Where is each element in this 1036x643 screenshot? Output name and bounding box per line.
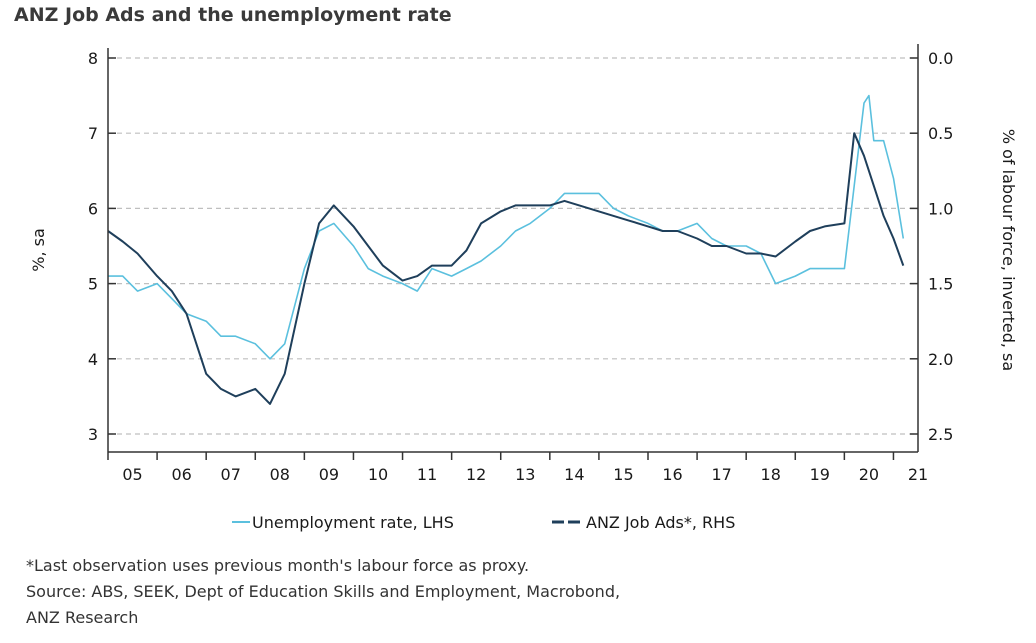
y-right-tick-label: 0.0 — [928, 49, 953, 68]
footnote-source-cont: ANZ Research — [26, 608, 139, 627]
x-tick-label: 12 — [466, 465, 486, 484]
y-left-tick-label: 8 — [88, 49, 98, 68]
x-tick-label: 10 — [368, 465, 388, 484]
y-right-tick-label: 2.5 — [928, 425, 953, 444]
y-left-tick-label: 7 — [88, 124, 98, 143]
x-tick-label: 19 — [810, 465, 830, 484]
x-tick-label: 08 — [270, 465, 290, 484]
y-right-tick-label: 1.5 — [928, 275, 953, 294]
x-tick-label: 16 — [662, 465, 682, 484]
chart-title: ANZ Job Ads and the unemployment rate — [14, 4, 452, 26]
y-left-tick-label: 6 — [88, 199, 98, 218]
series-line-unemployment — [108, 94, 905, 360]
x-tick-label: 20 — [859, 465, 879, 484]
series-layer — [107, 94, 905, 405]
x-tick-label: 11 — [417, 465, 437, 484]
y-left-tick-label: 4 — [88, 350, 98, 369]
x-tick-label: 05 — [122, 465, 142, 484]
axes-layer — [107, 44, 919, 460]
x-tick-label: 17 — [711, 465, 731, 484]
footnote-proxy: *Last observation uses previous month's … — [26, 556, 530, 575]
x-tick-label: 14 — [564, 465, 584, 484]
grid-layer — [108, 57, 918, 435]
labels-layer: 3 4 5 6 7 8 0.0 0.5 1.0 1.5 2.0 2.5 05 06 07 08 09 10 11 12… — [88, 49, 954, 484]
x-tick-label: 15 — [613, 465, 633, 484]
y-left-tick-label: 5 — [88, 275, 98, 294]
footnote-source: Source: ABS, SEEK, Dept of Education Ski… — [26, 582, 621, 601]
x-tick-label: 21 — [908, 465, 928, 484]
legend-label-jobads: ANZ Job Ads*, RHS — [586, 513, 735, 532]
x-tick-label: 13 — [515, 465, 535, 484]
y-right-tick-label: 1.0 — [928, 199, 953, 218]
series-line-jobads — [107, 132, 905, 405]
x-tick-label: 18 — [761, 465, 781, 484]
x-tick-label: 07 — [221, 465, 241, 484]
y-left-tick-label: 3 — [88, 425, 98, 444]
x-tick-label: 09 — [319, 465, 339, 484]
y-right-tick-label: 0.5 — [928, 124, 953, 143]
x-tick-label: 06 — [171, 465, 191, 484]
legend: Unemployment rate, LHS ANZ Job Ads*, RHS — [232, 513, 735, 532]
y-axis-right-label: % of labour force, inverted, sa — [999, 129, 1018, 371]
y-right-tick-label: 2.0 — [928, 350, 953, 369]
legend-label-unemployment: Unemployment rate, LHS — [252, 513, 454, 532]
y-axis-left-label: %, sa — [29, 228, 48, 272]
